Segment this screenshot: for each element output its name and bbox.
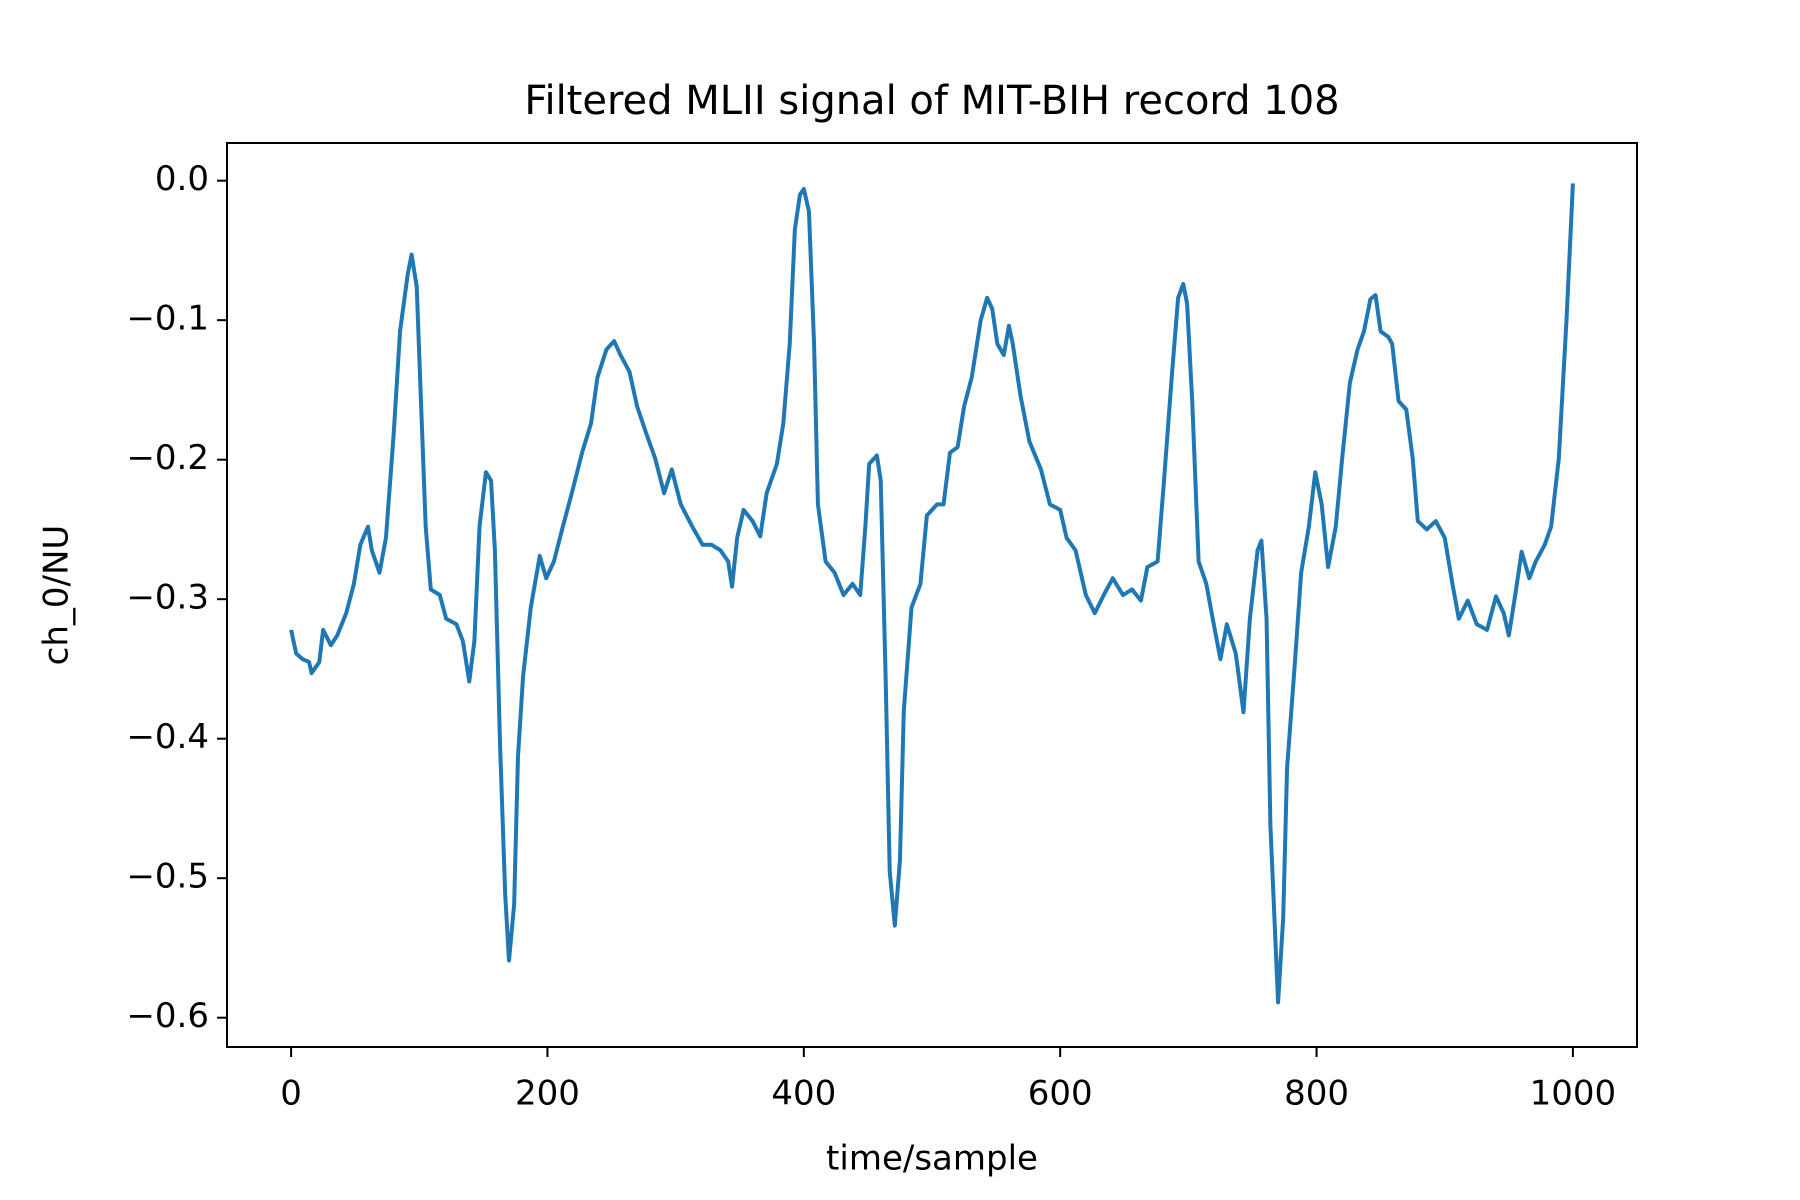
y-tick-label: 0.0 — [155, 159, 209, 199]
x-axis-label: time/sample — [826, 1139, 1038, 1179]
chart-title: Filtered MLII signal of MIT-BIH record 1… — [524, 78, 1339, 124]
y-tick-label: −0.4 — [126, 717, 209, 757]
x-tick-label: 1000 — [1530, 1074, 1617, 1114]
y-tick-label: −0.1 — [126, 299, 209, 339]
y-tick-label: −0.3 — [126, 578, 209, 618]
x-tick-label: 200 — [515, 1074, 580, 1114]
signal-line — [289, 183, 1575, 1005]
x-tick-label: 400 — [771, 1074, 836, 1114]
x-tick-label: 0 — [280, 1074, 302, 1114]
y-axis-label: ch_0/NU — [37, 525, 77, 666]
plot-frame — [226, 142, 1638, 1048]
x-tick-label: 800 — [1284, 1074, 1349, 1114]
y-tick-label: −0.2 — [126, 438, 209, 478]
x-tick-label: 600 — [1028, 1074, 1093, 1114]
y-tick-label: −0.6 — [126, 996, 209, 1036]
y-tick-label: −0.5 — [126, 857, 209, 897]
